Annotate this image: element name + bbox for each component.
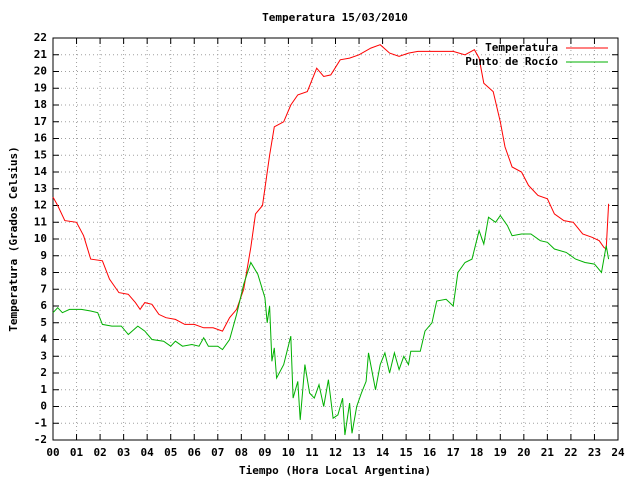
y-tick-label: 18 [34, 98, 47, 111]
x-tick-label: 02 [93, 446, 106, 459]
x-tick-label: 13 [352, 446, 365, 459]
x-tick-label: 19 [494, 446, 507, 459]
y-tick-label: 12 [34, 199, 47, 212]
x-tick-label: 08 [235, 446, 248, 459]
x-tick-label: 18 [470, 446, 483, 459]
legend-label: Punto de Rocío [465, 55, 558, 68]
y-tick-label: 15 [34, 148, 47, 161]
x-tick-label: 21 [541, 446, 555, 459]
data-line [52, 214, 610, 436]
y-tick-label: 16 [34, 132, 48, 145]
y-tick-label: -2 [34, 433, 47, 446]
y-axis-label: Temperatura (Grados Celsius) [7, 146, 20, 331]
y-tick-label: 7 [40, 282, 47, 295]
x-tick-label: 07 [211, 446, 224, 459]
y-tick-label: 5 [40, 316, 47, 329]
y-tick-label: 11 [34, 215, 48, 228]
x-tick-label: 15 [400, 446, 413, 459]
y-tick-label: 0 [40, 400, 47, 413]
x-tick-label: 05 [164, 446, 177, 459]
x-tick-label: 04 [141, 446, 155, 459]
x-tick-label: 00 [46, 446, 59, 459]
x-tick-label: 17 [447, 446, 460, 459]
y-tick-label: 10 [34, 232, 47, 245]
plot-frame [52, 37, 619, 441]
legend-label: Temperatura [485, 41, 558, 54]
x-tick-label: 24 [611, 446, 625, 459]
x-tick-label: 23 [588, 446, 601, 459]
chart-title: Temperatura 15/03/2010 [262, 11, 408, 24]
x-tick-label: 14 [376, 446, 390, 459]
y-tick-label: 4 [40, 333, 47, 346]
x-tick-label: 16 [423, 446, 437, 459]
y-tick-label: 20 [34, 65, 47, 78]
y-tick-label: 3 [40, 349, 47, 362]
y-tick-label: 8 [40, 266, 47, 279]
y-tick-label: 22 [34, 31, 47, 44]
y-tick-label: 6 [40, 299, 47, 312]
y-tick-label: 19 [34, 81, 47, 94]
x-tick-label: 03 [117, 446, 130, 459]
x-tick-label: 01 [70, 446, 84, 459]
data-line [52, 44, 610, 332]
y-tick-label: 21 [34, 48, 48, 61]
y-tick-label: 17 [34, 115, 47, 128]
x-tick-label: 11 [305, 446, 319, 459]
x-tick-label: 06 [188, 446, 202, 459]
x-tick-label: 10 [282, 446, 295, 459]
y-tick-label: 9 [40, 249, 47, 262]
y-tick-label: 14 [34, 165, 48, 178]
x-tick-label: 09 [258, 446, 271, 459]
x-tick-label: 22 [564, 446, 577, 459]
y-tick-label: 13 [34, 182, 47, 195]
y-tick-label: 2 [40, 366, 47, 379]
y-tick-label: 1 [40, 383, 47, 396]
x-tick-label: 20 [517, 446, 530, 459]
y-tick-label: -1 [34, 416, 48, 429]
x-tick-label: 12 [329, 446, 342, 459]
x-axis-label: Tiempo (Hora Local Argentina) [239, 464, 431, 477]
